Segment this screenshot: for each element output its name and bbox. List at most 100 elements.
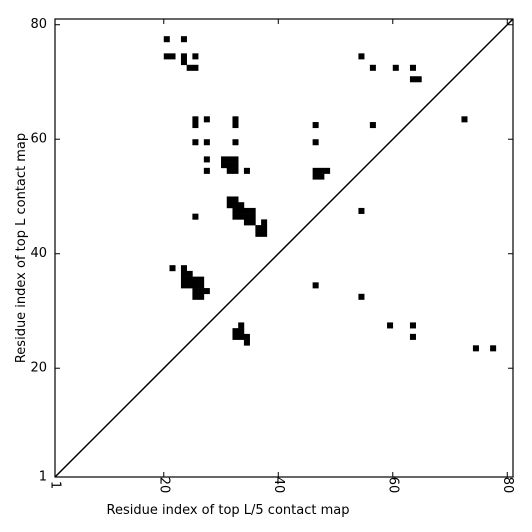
contact-cell-upper: [180, 53, 187, 60]
y-tick-label: 20: [30, 361, 47, 376]
diagonal-line: [54, 18, 514, 478]
contact-cell-upper: [392, 64, 399, 71]
contact-cell-lower: [180, 276, 187, 283]
plot-frame: [54, 18, 514, 478]
contact-cell-upper: [409, 64, 416, 71]
contact-cell-lower: [180, 265, 187, 272]
y-tick-label: 1: [39, 470, 47, 485]
contact-cell-upper: [243, 207, 250, 214]
contact-cell-lower: [203, 288, 210, 295]
contact-cell-lower: [232, 328, 239, 335]
contact-cell-upper: [261, 230, 268, 237]
contact-cell-lower: [186, 282, 193, 289]
contact-cell-lower: [358, 293, 365, 300]
contact-cell-upper: [369, 64, 376, 71]
contact-cell-upper: [249, 207, 256, 214]
contact-cell-upper: [358, 53, 365, 60]
axis-ticks: 1 20 40 60 80 1 20 40 60 80: [30, 17, 514, 493]
contact-cell-upper: [192, 64, 199, 71]
contact-cell-upper: [312, 122, 319, 129]
x-tick-label: 60: [385, 477, 400, 494]
contact-cell-upper: [238, 213, 245, 220]
contact-cell-upper: [180, 36, 187, 43]
contact-cell-upper: [232, 116, 239, 123]
contact-cell-upper: [249, 219, 256, 226]
contact-cell-lower: [409, 322, 416, 329]
contact-cell-lower: [192, 288, 199, 295]
contact-cell-upper: [226, 196, 233, 203]
y-tick-label: 80: [30, 17, 47, 32]
contact-cell-upper: [203, 116, 210, 123]
contact-cell-upper: [255, 230, 262, 237]
contact-cell-lower: [238, 333, 245, 340]
contact-cell-upper: [243, 219, 250, 226]
contact-cell-upper: [226, 202, 233, 209]
contact-cell-upper: [232, 207, 239, 214]
contact-cell-upper: [318, 173, 325, 180]
contact-cell-lower: [238, 328, 245, 335]
contact-cell-upper: [461, 116, 468, 123]
contact-cell-upper: [232, 167, 239, 174]
contact-cell-lower: [186, 270, 193, 277]
contact-cell-lower: [409, 333, 416, 340]
contact-cell-upper: [180, 59, 187, 66]
contact-cell-upper: [203, 139, 210, 146]
contact-cell-upper: [226, 162, 233, 169]
contact-cell-lower: [198, 282, 205, 289]
contact-cell-upper: [232, 202, 239, 209]
contact-cell-upper: [243, 167, 250, 174]
contact-cell-upper: [358, 207, 365, 214]
contact-cell-lower: [198, 293, 205, 300]
contact-cell-upper: [232, 162, 239, 169]
x-tick-label: 1: [48, 481, 63, 489]
contact-cell-upper: [163, 53, 170, 60]
contact-cell-upper: [232, 156, 239, 163]
contact-cell-upper: [221, 162, 228, 169]
contact-cell-lower: [243, 333, 250, 340]
contact-cell-upper: [186, 64, 193, 71]
y-tick-label: 60: [30, 132, 47, 147]
contact-cell-upper: [409, 76, 416, 83]
contact-cell-lower: [238, 322, 245, 329]
contact-cell-upper: [203, 167, 210, 174]
x-axis-label: Residue index of top L/5 contact map: [107, 503, 350, 518]
contact-cell-upper: [232, 196, 239, 203]
contact-cell-upper: [192, 116, 199, 123]
contact-cell-lower: [192, 276, 199, 283]
contact-cell-upper: [415, 76, 422, 83]
contact-cell-upper: [249, 213, 256, 220]
contact-cell-upper: [232, 122, 239, 129]
contact-cell-lower: [198, 288, 205, 295]
contact-cell-upper: [226, 156, 233, 163]
contact-cell-upper: [312, 167, 319, 174]
contact-cell-upper: [243, 213, 250, 220]
contact-cell-lower: [472, 345, 479, 352]
contact-cell-upper: [232, 213, 239, 220]
contact-cells: [163, 36, 497, 352]
contact-cell-upper: [261, 219, 268, 226]
contact-cell-upper: [192, 122, 199, 129]
contact-cell-upper: [203, 156, 210, 163]
contact-cell-lower: [186, 276, 193, 283]
contact-cell-upper: [312, 173, 319, 180]
contact-cell-lower: [192, 282, 199, 289]
contact-cell-upper: [238, 207, 245, 214]
contact-cell-lower: [490, 345, 497, 352]
x-tick-label: 80: [500, 477, 515, 494]
contact-cell-lower: [192, 293, 199, 300]
contact-cell-upper: [369, 122, 376, 129]
contact-cell-upper: [169, 53, 176, 60]
contact-cell-upper: [221, 156, 228, 163]
contact-cell-lower: [180, 282, 187, 289]
contact-cell-lower: [169, 265, 176, 272]
contact-cell-upper: [163, 36, 170, 43]
contact-cell-upper: [192, 213, 199, 220]
contact-cell-upper: [192, 53, 199, 60]
contact-cell-lower: [180, 270, 187, 277]
contact-cell-upper: [232, 139, 239, 146]
contact-cell-upper: [324, 167, 331, 174]
contact-cell-lower: [312, 282, 319, 289]
contact-cell-upper: [255, 225, 262, 232]
contact-cell-upper: [318, 167, 325, 174]
